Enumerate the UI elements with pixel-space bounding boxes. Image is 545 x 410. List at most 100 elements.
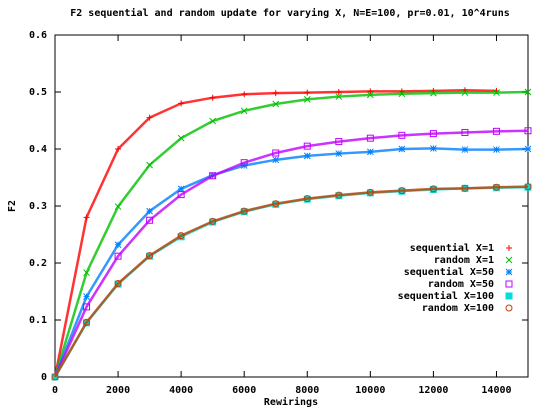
legend-marker	[505, 268, 513, 276]
marker	[461, 89, 469, 96]
marker	[177, 232, 185, 240]
marker	[493, 146, 500, 153]
marker	[146, 114, 153, 121]
marker	[114, 241, 122, 249]
legend-marker	[505, 292, 513, 300]
x-tick-label: 6000	[232, 385, 256, 396]
marker	[303, 142, 311, 150]
y-tick-label: 0.5	[29, 87, 47, 98]
legend-label: sequential X=1	[410, 242, 494, 254]
y-tick-label: 0.3	[29, 201, 47, 212]
marker	[272, 156, 280, 164]
x-tick-label: 2000	[106, 385, 130, 396]
marker	[429, 130, 437, 138]
marker	[335, 93, 343, 100]
marker	[209, 172, 217, 180]
chart-title: F2 sequential and random update for vary…	[70, 7, 510, 19]
plot-frame	[54, 34, 529, 378]
marker	[115, 146, 122, 152]
marker	[177, 134, 185, 142]
legend-label: random X=1	[434, 255, 494, 266]
marker	[114, 280, 122, 288]
marker	[178, 100, 185, 107]
x-tick-label: 4000	[169, 385, 193, 396]
series-line	[53, 129, 529, 378]
marker	[303, 152, 311, 160]
marker	[272, 100, 280, 108]
marker	[398, 187, 406, 195]
x-tick-label: 10000	[355, 385, 385, 396]
legend-marker	[505, 256, 513, 264]
marker	[493, 89, 500, 96]
x-axis-label: Rewirings	[264, 396, 318, 408]
marker	[240, 107, 248, 115]
marker	[366, 91, 374, 99]
marker	[430, 145, 437, 152]
marker	[366, 134, 374, 142]
legend-marker	[505, 304, 513, 312]
marker	[83, 318, 91, 326]
marker	[335, 138, 343, 146]
marker	[461, 184, 469, 192]
marker	[83, 269, 90, 277]
legend-label: random X=100	[422, 303, 494, 314]
marker	[524, 88, 532, 96]
marker	[177, 191, 185, 199]
marker	[114, 203, 122, 210]
marker	[240, 207, 248, 215]
series-line	[53, 185, 529, 378]
marker	[146, 252, 154, 260]
marker	[241, 91, 248, 98]
marker	[430, 89, 437, 97]
marker	[240, 159, 248, 167]
marker	[335, 191, 343, 199]
marker	[398, 90, 406, 98]
marker	[209, 217, 217, 225]
marker	[209, 94, 216, 101]
marker	[366, 188, 374, 196]
series-line	[53, 147, 529, 378]
marker	[398, 131, 406, 139]
marker	[461, 128, 469, 136]
marker	[83, 293, 90, 300]
legend-label: sequential X=50	[404, 266, 494, 278]
marker	[146, 161, 153, 169]
marker	[146, 216, 154, 224]
marker	[366, 148, 374, 156]
legend-marker	[506, 245, 512, 251]
legend-label: sequential X=100	[398, 290, 494, 302]
marker	[272, 90, 279, 97]
marker	[461, 146, 469, 153]
legend-label: random X=50	[428, 279, 494, 290]
marker	[492, 127, 500, 135]
marker	[83, 214, 90, 221]
marker	[492, 183, 500, 191]
marker	[114, 252, 122, 260]
marker	[303, 96, 311, 103]
marker	[146, 207, 153, 215]
y-tick-label: 0.2	[29, 258, 47, 269]
marker	[272, 149, 280, 157]
x-tick-label: 8000	[295, 385, 319, 396]
marker	[524, 127, 532, 135]
series-line	[53, 90, 529, 378]
marker	[51, 373, 59, 381]
marker	[177, 185, 185, 193]
y-tick-label: 0.1	[29, 315, 47, 326]
marker	[398, 145, 406, 153]
y-tick-label: 0.6	[29, 30, 47, 41]
y-axis-label: F2	[7, 200, 18, 212]
marker	[304, 89, 311, 96]
marker	[524, 183, 532, 191]
y-tick-label: 0	[41, 372, 47, 383]
marker	[303, 195, 311, 203]
marker	[272, 200, 280, 208]
marker	[335, 89, 342, 95]
marker	[524, 145, 532, 153]
marker	[209, 117, 217, 125]
x-tick-label: 0	[52, 385, 58, 396]
x-tick-label: 12000	[418, 385, 448, 396]
marker	[367, 88, 374, 95]
marker	[429, 185, 437, 193]
